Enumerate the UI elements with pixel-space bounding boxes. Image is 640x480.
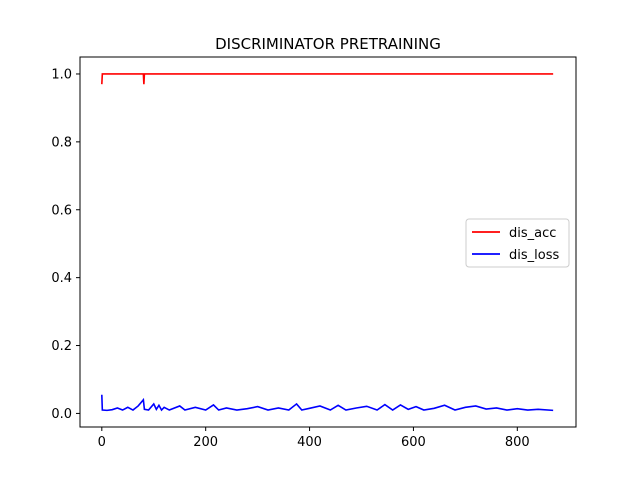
x-tick-label: 400 — [297, 435, 322, 450]
x-tick-label: 800 — [505, 435, 530, 450]
y-tick-label: 1.0 — [51, 67, 72, 82]
plot-frame — [79, 56, 577, 428]
plot-area — [101, 73, 554, 412]
x-tick-label: 600 — [401, 435, 426, 450]
y-tick-label: 0.0 — [51, 407, 72, 422]
y-tick-label: 0.6 — [51, 203, 72, 218]
x-tick-label: 200 — [193, 435, 218, 450]
legend: dis_acc dis_loss — [465, 218, 570, 268]
chart-title: DISCRIMINATOR PRETRAINING — [215, 35, 441, 53]
legend-label-dis-acc: dis_acc — [509, 226, 556, 241]
x-axis: 0 200 400 600 800 — [98, 427, 530, 450]
legend-box — [465, 218, 570, 268]
y-tick-label: 0.4 — [51, 271, 72, 286]
x-tick-label: 0 — [98, 435, 106, 450]
y-tick-label: 0.8 — [51, 135, 72, 150]
legend-label-dis-loss: dis_loss — [509, 248, 559, 263]
series-line-dis-loss — [101, 394, 554, 412]
y-tick-label: 0.2 — [51, 339, 72, 354]
series-line-dis-acc — [101, 73, 554, 85]
y-axis: 0.0 0.2 0.4 0.6 0.8 1.0 — [51, 67, 80, 422]
